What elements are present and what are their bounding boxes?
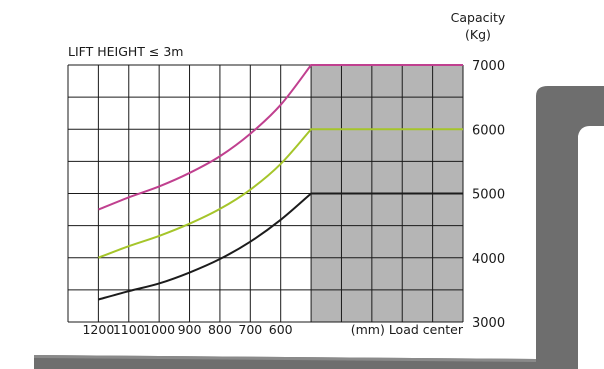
y-tick-label: 4000 xyxy=(472,252,505,267)
forklift-silhouette-icon xyxy=(34,86,604,369)
x-tick-label: 900 xyxy=(178,322,202,337)
y-tick-label: 6000 xyxy=(472,123,505,138)
series-lines xyxy=(98,64,463,301)
y-tick-labels: 3000 4000 5000 6000 7000 xyxy=(472,59,505,331)
x-axis-label: (mm) Load center xyxy=(351,322,464,337)
y-tick-label: 3000 xyxy=(472,316,505,331)
grid-lines xyxy=(67,64,464,323)
x-tick-label: 1200 xyxy=(82,322,114,337)
series-line-3 xyxy=(98,192,463,301)
y-axis-label-line2: (Kg) xyxy=(465,27,491,42)
y-axis-label-line1: Capacity xyxy=(451,10,506,25)
x-tick-label: 1000 xyxy=(143,322,175,337)
y-tick-label: 5000 xyxy=(472,188,505,203)
chart-title: LIFT HEIGHT ≤ 3m xyxy=(68,44,184,59)
series-line-1 xyxy=(98,64,463,211)
x-tick-label: 1100 xyxy=(113,322,145,337)
series-line-2 xyxy=(98,128,463,259)
x-tick-label: 800 xyxy=(208,322,232,337)
x-tick-label: 600 xyxy=(269,322,293,337)
x-tick-label: 700 xyxy=(238,322,262,337)
y-tick-label: 7000 xyxy=(472,59,505,74)
